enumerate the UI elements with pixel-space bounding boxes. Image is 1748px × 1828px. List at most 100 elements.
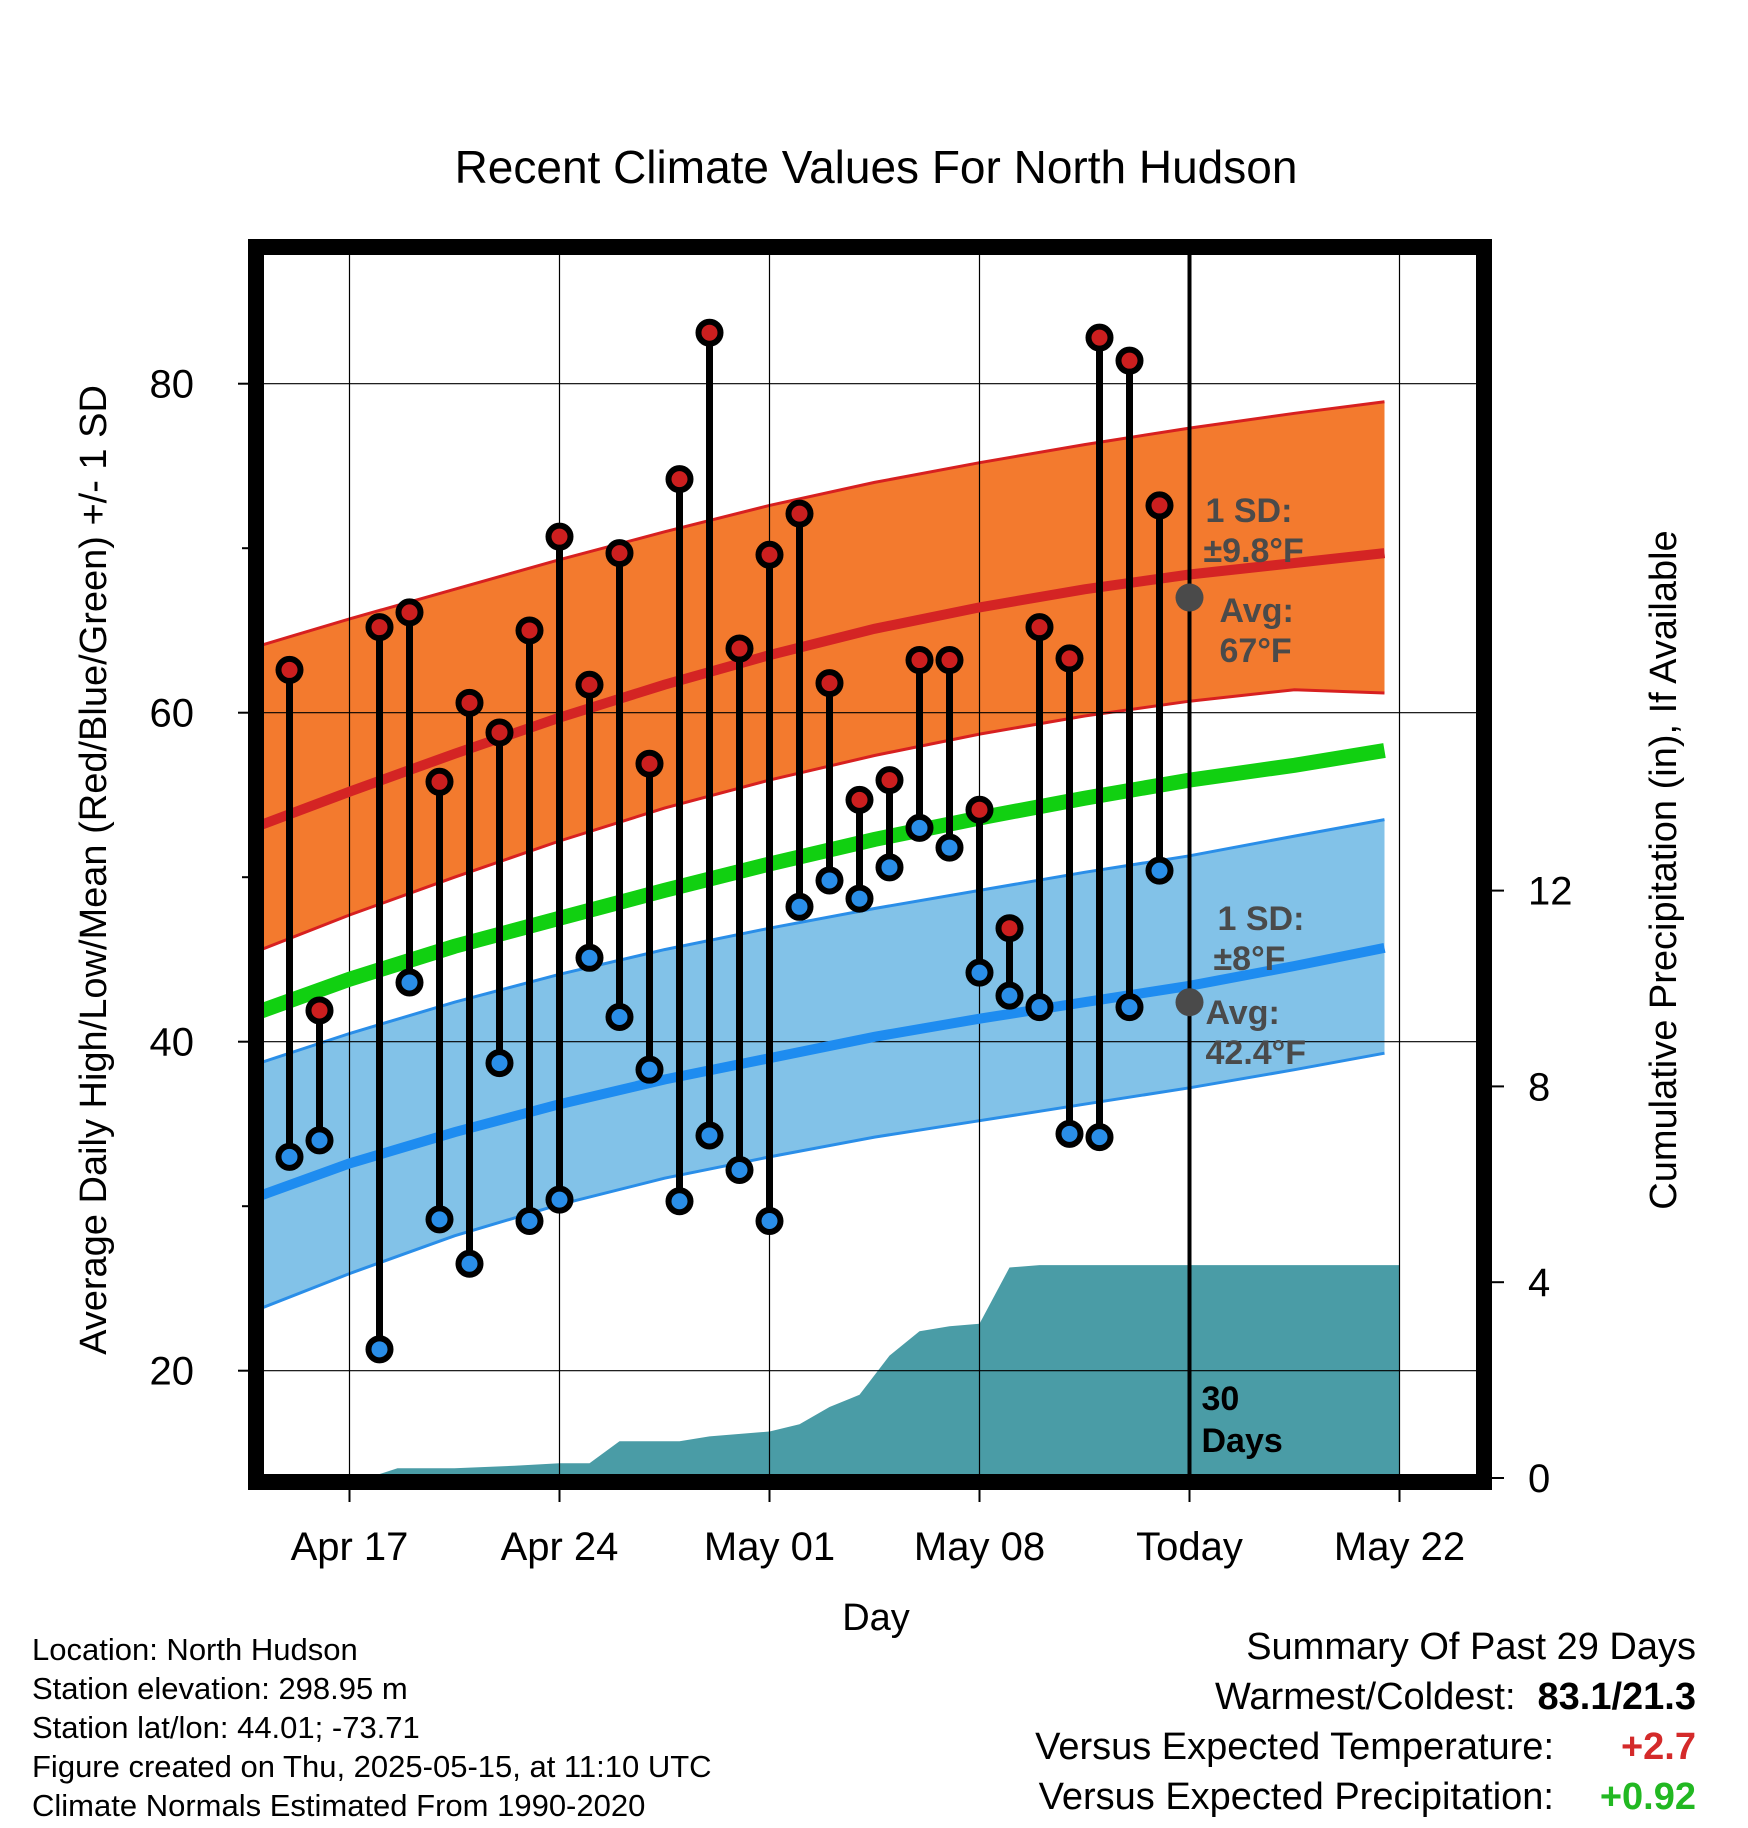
daily-high-point [875, 766, 904, 795]
daily-low-point [755, 1207, 784, 1236]
low-avg-label: Avg: [1206, 994, 1280, 1032]
daily-high-point [635, 749, 664, 778]
daily-high-point [995, 914, 1024, 943]
summary-warmest-row: Warmest/Coldest: 83.1/21.3 [1035, 1672, 1696, 1722]
daily-high-point [785, 499, 814, 528]
daily-high-point [815, 669, 844, 698]
daily-high-point [605, 539, 634, 568]
plot-layers [264, 255, 1476, 1474]
y2-tick-label-0: 0 [1528, 1457, 1550, 1501]
daily-low-point [1055, 1119, 1084, 1148]
low-sd-band [264, 819, 1385, 1308]
daily-low-point [785, 892, 814, 921]
daily-high-point [455, 688, 484, 717]
info-normals: Climate Normals Estimated From 1990-2020 [32, 1788, 646, 1823]
daily-low-point [845, 884, 874, 913]
daily-low-point [875, 853, 904, 882]
high-avg-value: 67°F [1220, 632, 1292, 670]
summary-temp-value: +2.7 [1620, 1726, 1696, 1768]
x-tick-label-3: May 08 [914, 1525, 1045, 1569]
high-avg-point [1175, 583, 1204, 612]
daily-high-point [485, 718, 514, 747]
daily-low-point [485, 1049, 514, 1078]
daily-low-point [605, 1003, 634, 1032]
x-axis-label: Day [842, 1597, 910, 1639]
plot-frame [248, 239, 1492, 1490]
station-info: Location: North Hudson Station elevation… [32, 1630, 712, 1825]
y-axis-label: Average Daily High/Low/Mean (Red/Blue/Gr… [73, 385, 115, 1355]
daily-low-point [1085, 1123, 1114, 1152]
info-elevation: Station elevation: 298.95 m [32, 1671, 408, 1706]
daily-low-point [365, 1335, 394, 1364]
high-sd-value: ±9.8°F [1204, 532, 1304, 570]
info-created: Figure created on Thu, 2025-05-15, at 11… [32, 1749, 712, 1784]
daily-low-point [695, 1121, 724, 1150]
daily-high-point [755, 540, 784, 569]
daily-high-point [1025, 613, 1054, 642]
summary-title: Summary Of Past 29 Days [1246, 1626, 1696, 1668]
daily-high-point [515, 616, 544, 645]
daily-high-point [1115, 346, 1144, 375]
daily-low-point [545, 1185, 574, 1214]
precip-area [379, 1265, 1400, 1474]
y-tick-label-1: 40 [150, 1021, 195, 1065]
daily-high-point [575, 670, 604, 699]
daily-high-point [845, 785, 874, 814]
summary-precip-label: Versus Expected Precipitation: [1038, 1776, 1554, 1818]
x-tick-label-1: Apr 24 [501, 1525, 619, 1569]
y2-tick-label-2: 8 [1528, 1065, 1550, 1109]
daily-high-point [695, 318, 724, 347]
x-tick-label-5: May 22 [1334, 1525, 1465, 1569]
info-latlon: Station lat/lon: 44.01; -73.71 [32, 1710, 420, 1745]
daily-low-point [995, 981, 1024, 1010]
daily-high-point [545, 522, 574, 551]
today-days-number: 30 [1202, 1380, 1240, 1418]
y-tick-label-3: 80 [150, 363, 195, 407]
today-days-label: Days [1202, 1422, 1283, 1460]
x-tick-label-4: Today [1136, 1525, 1243, 1569]
daily-low-point [935, 833, 964, 862]
y-tick-label-2: 60 [150, 692, 195, 736]
daily-low-point [905, 813, 934, 842]
x-tick-label-2: May 01 [704, 1525, 835, 1569]
daily-high-point [395, 598, 424, 627]
low-avg-point [1175, 988, 1204, 1017]
daily-high-point [1055, 644, 1084, 673]
high-normal-line [264, 548, 1386, 830]
daily-low-point [815, 866, 844, 895]
summary-temp-row: Versus Expected Temperature: +2.7 [1035, 1722, 1696, 1772]
daily-high-point [725, 634, 754, 663]
daily-high-point [425, 767, 454, 796]
high-avg-label: Avg: [1220, 592, 1294, 630]
daily-low-point [965, 958, 994, 987]
daily-high-point [965, 795, 994, 824]
daily-low-point [1145, 856, 1174, 885]
summary-warmest-label: Warmest/Coldest: [1214, 1676, 1516, 1718]
daily-high-point [665, 465, 694, 494]
low-avg-value: 42.4°F [1206, 1034, 1307, 1072]
daily-low-point [635, 1055, 664, 1084]
high-sd-upper-edge [264, 400, 1385, 646]
summary-precip-value: +0.92 [1599, 1776, 1696, 1818]
y-tick-label-0: 20 [150, 1350, 195, 1394]
low-sd-label: 1 SD: [1218, 900, 1305, 938]
chart-title: Recent Climate Values For North Hudson [455, 141, 1298, 193]
daily-high-point [1085, 323, 1114, 352]
summary-panel: Summary Of Past 29 Days Warmest/Coldest:… [1035, 1622, 1696, 1822]
daily-low-point [1025, 993, 1054, 1022]
daily-low-point [425, 1205, 454, 1234]
x-tick-label-0: Apr 17 [291, 1525, 409, 1569]
daily-low-point [575, 943, 604, 972]
summary-precip-row: Versus Expected Precipitation: +0.92 [1035, 1772, 1696, 1822]
daily-low-point [725, 1156, 754, 1185]
daily-high-point [905, 646, 934, 675]
daily-high-point [305, 996, 334, 1025]
y2-tick-label-3: 12 [1528, 870, 1573, 914]
y2-axis-label: Cumulative Precipitation (in), If Availa… [1643, 530, 1685, 1209]
daily-low-point [1115, 993, 1144, 1022]
summary-warmest-value: 83.1/21.3 [1537, 1676, 1696, 1718]
daily-low-point [665, 1187, 694, 1216]
axes: 20 40 60 80 0 4 8 12 Apr 17 Apr 24 May 01 May 08 Tod… [150, 239, 1573, 1569]
